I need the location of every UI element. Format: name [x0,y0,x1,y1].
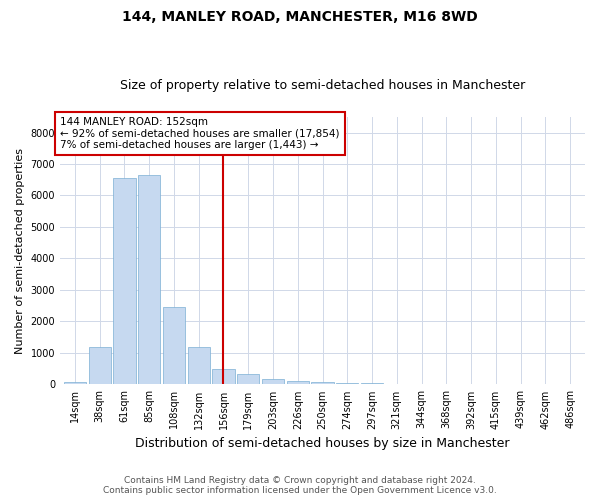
Bar [336,383,358,384]
Bar [212,368,235,384]
Bar [113,178,136,384]
Bar [64,382,86,384]
Bar [237,374,259,384]
X-axis label: Distribution of semi-detached houses by size in Manchester: Distribution of semi-detached houses by … [135,437,510,450]
Text: 144 MANLEY ROAD: 152sqm
← 92% of semi-detached houses are smaller (17,854)
7% of: 144 MANLEY ROAD: 152sqm ← 92% of semi-de… [60,117,340,150]
Y-axis label: Number of semi-detached properties: Number of semi-detached properties [15,148,25,354]
Bar [138,175,160,384]
Title: Size of property relative to semi-detached houses in Manchester: Size of property relative to semi-detach… [120,79,525,92]
Text: 144, MANLEY ROAD, MANCHESTER, M16 8WD: 144, MANLEY ROAD, MANCHESTER, M16 8WD [122,10,478,24]
Bar [262,380,284,384]
Bar [311,382,334,384]
Bar [89,346,111,385]
Bar [287,381,309,384]
Text: Contains HM Land Registry data © Crown copyright and database right 2024.
Contai: Contains HM Land Registry data © Crown c… [103,476,497,495]
Bar [188,348,210,385]
Bar [163,308,185,384]
